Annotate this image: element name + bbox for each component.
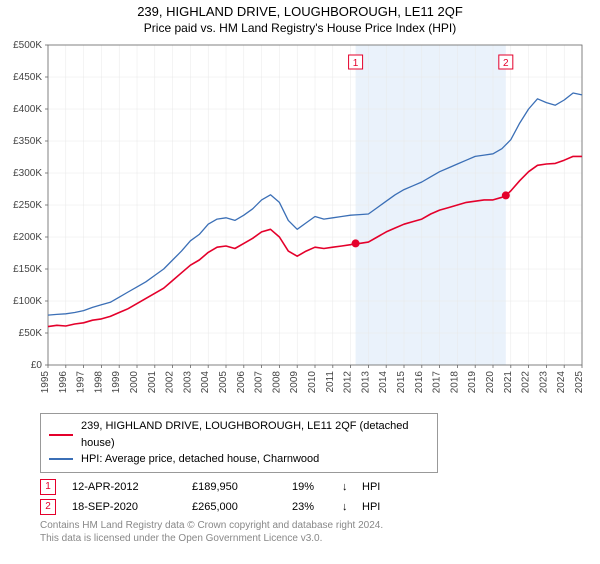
legend-box: 239, HIGHLAND DRIVE, LOUGHBOROUGH, LE11 …	[40, 413, 438, 473]
attribution-text: Contains HM Land Registry data © Crown c…	[40, 519, 580, 545]
svg-text:£400K: £400K	[13, 104, 42, 115]
svg-text:1996: 1996	[58, 371, 69, 394]
svg-text:1: 1	[353, 58, 359, 69]
svg-text:2003: 2003	[182, 371, 193, 394]
svg-text:2009: 2009	[289, 371, 300, 394]
svg-text:2020: 2020	[485, 371, 496, 394]
legend-label-0: 239, HIGHLAND DRIVE, LOUGHBOROUGH, LE11 …	[81, 418, 429, 451]
svg-text:2014: 2014	[378, 371, 389, 394]
svg-text:2002: 2002	[165, 371, 176, 394]
legend-swatch-1	[49, 458, 73, 460]
svg-text:1998: 1998	[93, 371, 104, 394]
svg-text:2000: 2000	[129, 371, 140, 394]
svg-text:£350K: £350K	[13, 136, 42, 147]
svg-text:2004: 2004	[200, 371, 211, 394]
svg-text:£500K: £500K	[13, 40, 42, 51]
transaction-row-1: 2 18-SEP-2020 £265,000 23% ↓ HPI	[40, 499, 580, 515]
svg-text:2008: 2008	[271, 371, 282, 394]
svg-text:£300K: £300K	[13, 168, 42, 179]
svg-text:2: 2	[503, 58, 509, 69]
transaction-marker-1: 2	[40, 499, 56, 515]
svg-text:2010: 2010	[307, 371, 318, 394]
svg-text:2006: 2006	[236, 371, 247, 394]
transaction-hpi-1: HPI	[362, 501, 402, 513]
transaction-price-0: £189,950	[192, 481, 292, 493]
legend-row-1: HPI: Average price, detached house, Char…	[49, 451, 429, 468]
svg-text:£50K: £50K	[19, 328, 43, 339]
transactions-table: 1 12-APR-2012 £189,950 19% ↓ HPI 2 18-SE…	[40, 479, 580, 515]
svg-text:1995: 1995	[40, 371, 51, 394]
transaction-marker-0: 1	[40, 479, 56, 495]
svg-text:2021: 2021	[503, 371, 514, 394]
transaction-arrow-1: ↓	[342, 501, 362, 513]
svg-text:2024: 2024	[556, 371, 567, 394]
svg-text:2016: 2016	[414, 371, 425, 394]
svg-text:£450K: £450K	[13, 72, 42, 83]
svg-text:£100K: £100K	[13, 296, 42, 307]
price-chart-svg: £0 £50K £100K £150K £200K £250K £300K £350K £400…	[0, 39, 600, 409]
chart-subtitle: Price paid vs. HM Land Registry's House …	[0, 21, 600, 35]
transaction-date-0: 12-APR-2012	[72, 481, 192, 493]
svg-text:£250K: £250K	[13, 200, 42, 211]
legend-swatch-0	[49, 434, 73, 436]
svg-text:2019: 2019	[467, 371, 478, 394]
svg-text:£200K: £200K	[13, 232, 42, 243]
chart-title: 239, HIGHLAND DRIVE, LOUGHBOROUGH, LE11 …	[0, 4, 600, 19]
svg-text:2013: 2013	[360, 371, 371, 394]
transaction-pct-0: 19%	[292, 481, 342, 493]
svg-text:2017: 2017	[432, 371, 443, 394]
svg-text:2015: 2015	[396, 371, 407, 394]
svg-text:1999: 1999	[111, 371, 122, 394]
svg-text:2011: 2011	[325, 371, 336, 393]
svg-text:1997: 1997	[76, 371, 87, 394]
legend-row-0: 239, HIGHLAND DRIVE, LOUGHBOROUGH, LE11 …	[49, 418, 429, 451]
transaction-pct-1: 23%	[292, 501, 342, 513]
transaction-price-1: £265,000	[192, 501, 292, 513]
svg-text:2023: 2023	[538, 371, 549, 394]
transaction-date-1: 18-SEP-2020	[72, 501, 192, 513]
svg-text:£150K: £150K	[13, 264, 42, 275]
transaction-hpi-0: HPI	[362, 481, 402, 493]
svg-text:2012: 2012	[343, 371, 354, 394]
svg-text:2007: 2007	[254, 371, 265, 394]
svg-text:2001: 2001	[147, 371, 158, 394]
svg-text:2018: 2018	[449, 371, 460, 394]
svg-text:£0: £0	[31, 360, 43, 371]
svg-text:2005: 2005	[218, 371, 229, 394]
legend-label-1: HPI: Average price, detached house, Char…	[81, 451, 319, 468]
svg-text:2025: 2025	[574, 371, 585, 394]
transaction-arrow-0: ↓	[342, 481, 362, 493]
svg-text:2022: 2022	[521, 371, 532, 394]
transaction-row-0: 1 12-APR-2012 £189,950 19% ↓ HPI	[40, 479, 580, 495]
